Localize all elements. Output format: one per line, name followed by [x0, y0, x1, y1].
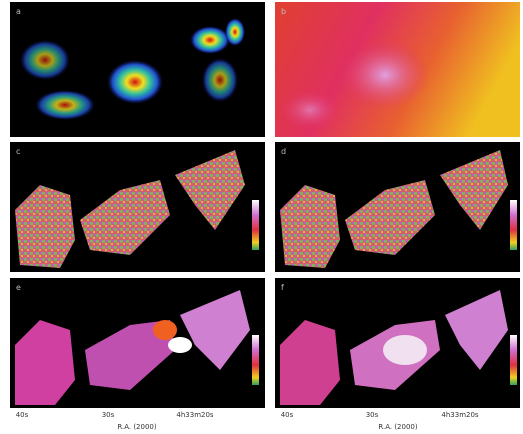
x-tick-label: 40s — [16, 411, 29, 419]
panel-label: c — [16, 147, 20, 156]
panel: d — [275, 142, 520, 272]
panel-label: e — [16, 283, 21, 292]
x-tick-label: 4h33m20s — [176, 411, 214, 419]
panel-label: f — [281, 283, 284, 292]
panel: b — [275, 2, 520, 137]
x-tick-label: 4h33m20s — [441, 411, 479, 419]
x-tick-label: 30s — [366, 411, 379, 419]
panel-label: d — [281, 147, 286, 156]
x-axis-label: R.A. (2000) — [378, 423, 418, 431]
panel: f — [275, 278, 520, 408]
panel-label: a — [16, 7, 21, 16]
panel-label: b — [281, 7, 286, 16]
panel: e — [10, 278, 265, 408]
panel: a — [10, 2, 265, 137]
x-axis-label: R.A. (2000) — [117, 423, 157, 431]
x-tick-label: 30s — [102, 411, 115, 419]
panel: c — [10, 142, 265, 272]
x-tick-label: 40s — [281, 411, 294, 419]
